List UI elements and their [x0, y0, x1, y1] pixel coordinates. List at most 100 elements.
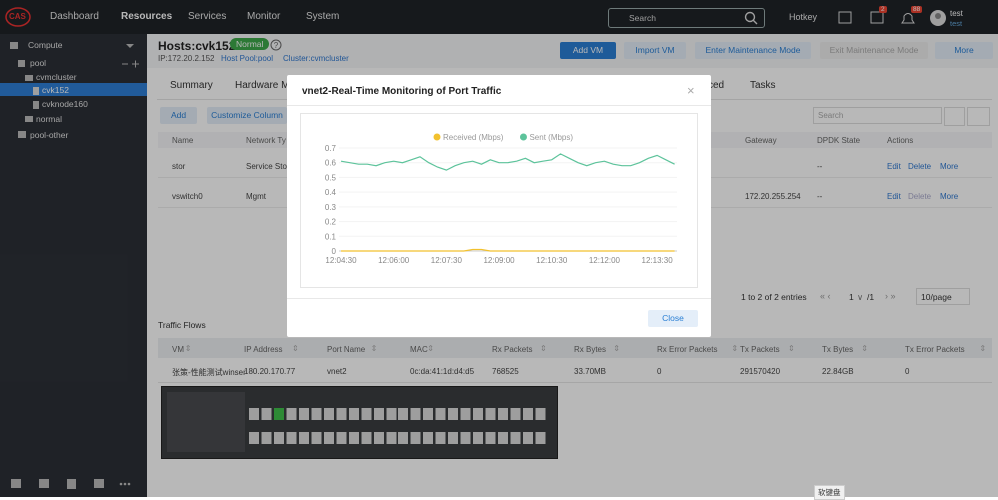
- row-action[interactable]: More: [940, 192, 959, 201]
- port: [448, 408, 458, 420]
- nav-item[interactable]: Dashboard: [50, 11, 99, 22]
- hotkey[interactable]: Hotkey: [789, 12, 818, 22]
- badge: 88: [911, 6, 923, 13]
- column-header[interactable]: Rx Error Packets: [657, 345, 718, 354]
- tab[interactable]: Summary: [170, 80, 213, 91]
- row-action[interactable]: Delete: [908, 192, 932, 201]
- sort-icon: ⇕: [731, 344, 739, 353]
- table-cell: vswitch0: [172, 192, 203, 201]
- top-nav: CAS Dashboard Resources Services Monitor…: [0, 0, 998, 34]
- legend-label: Sent (Mbps): [529, 133, 573, 142]
- search-icon[interactable]: [744, 11, 758, 25]
- column-header[interactable]: IP Address: [244, 345, 283, 354]
- table-cell: 180.20.170.77: [244, 367, 296, 376]
- column-header[interactable]: Rx Packets: [492, 345, 533, 354]
- nav-item[interactable]: System: [306, 11, 340, 22]
- port: [361, 408, 372, 420]
- nav-item[interactable]: Monitor: [247, 11, 281, 22]
- search-button[interactable]: [944, 107, 965, 126]
- row-action[interactable]: More: [940, 162, 959, 171]
- table-cell: 172.20.255.254: [745, 192, 801, 201]
- cluster-link[interactable]: Cluster:cvmcluster: [283, 54, 349, 63]
- port: [485, 408, 496, 420]
- svg-text:?: ?: [274, 41, 279, 50]
- table-cell: 张策-性能测试winser: [172, 368, 246, 377]
- legend-swatch: [519, 133, 527, 141]
- column-header[interactable]: MAC: [410, 345, 428, 354]
- row-action[interactable]: Edit: [887, 192, 901, 201]
- column-header[interactable]: Tx Bytes: [822, 345, 854, 354]
- tree-item[interactable]: cvknode160: [42, 99, 88, 109]
- table-cell: 291570420: [740, 367, 781, 376]
- action-button[interactable]: Enter Maintenance Mode: [695, 42, 811, 59]
- host-ip: IP:172.20.2.152: [158, 54, 215, 63]
- port: [274, 408, 284, 420]
- row-action[interactable]: Edit: [887, 162, 901, 171]
- row-action[interactable]: Delete: [908, 162, 932, 171]
- tree-item[interactable]: pool: [30, 58, 47, 68]
- port: [324, 408, 334, 420]
- port: [498, 408, 508, 420]
- tree-item[interactable]: pool-other: [30, 130, 69, 140]
- sort-icon: ⇕: [613, 344, 620, 353]
- nav-item[interactable]: Resources: [121, 11, 173, 22]
- port: [349, 432, 359, 444]
- port: [423, 432, 433, 444]
- tab[interactable]: ced: [708, 80, 725, 91]
- column-header[interactable]: Tx Packets: [740, 345, 780, 354]
- port: [274, 432, 284, 444]
- traffic-header: [158, 338, 992, 358]
- status-badge: Normal: [230, 38, 270, 50]
- table-button[interactable]: Customize Column: [207, 107, 287, 124]
- page-current[interactable]: 1: [849, 292, 854, 302]
- tab[interactable]: Hardware M: [235, 80, 290, 91]
- sort-icon: ⇕: [861, 344, 868, 353]
- modal-close-x[interactable]: ×: [687, 83, 695, 98]
- x-tick-label: 12:09:00: [483, 256, 515, 265]
- tree-item[interactable]: normal: [36, 114, 62, 124]
- page-next[interactable]: › »: [885, 291, 896, 301]
- x-tick-label: 12:07:30: [431, 256, 463, 265]
- table-cell: 0: [657, 367, 662, 376]
- host-pool-link[interactable]: Host Pool:pool: [221, 54, 274, 63]
- action-button[interactable]: More: [935, 42, 993, 59]
- y-tick-label: 0: [332, 247, 337, 256]
- port: [299, 432, 309, 444]
- column-header: Network Ty: [246, 136, 286, 145]
- help-icon[interactable]: ?: [270, 39, 282, 51]
- column-header[interactable]: Rx Bytes: [574, 345, 607, 354]
- tree-item[interactable]: cvk152: [42, 85, 69, 95]
- column-header[interactable]: Tx Error Packets: [905, 345, 965, 354]
- page-prev[interactable]: « ‹: [820, 291, 831, 301]
- action-button[interactable]: Add VM: [560, 42, 616, 59]
- column-header[interactable]: VM: [172, 345, 184, 354]
- avatar[interactable]: [929, 9, 947, 27]
- x-tick-label: 12:06:00: [378, 256, 410, 265]
- nav-item[interactable]: Services: [188, 11, 227, 22]
- series-line: [340, 153, 675, 171]
- table-cell: 33.70MB: [574, 367, 607, 376]
- modal-divider: [287, 105, 711, 106]
- refresh-button[interactable]: [967, 107, 990, 126]
- close-button[interactable]: Close: [648, 310, 698, 327]
- column-header: Gateway: [745, 136, 777, 145]
- tab[interactable]: Tasks: [750, 80, 776, 91]
- table-button[interactable]: Add: [160, 107, 197, 124]
- tree-item[interactable]: cvmcluster: [36, 72, 77, 82]
- port: [460, 408, 471, 420]
- port: [523, 408, 533, 420]
- action-button: Exit Maintenance Mode: [820, 42, 928, 59]
- table-search[interactable]: [813, 107, 942, 124]
- search-box[interactable]: [608, 8, 765, 28]
- sort-icon: ⇕: [788, 344, 795, 353]
- column-header[interactable]: Port Name: [327, 345, 366, 354]
- pagination-summary: 1 to 2 of 2 entries: [741, 292, 807, 302]
- tree-item[interactable]: Compute: [28, 40, 63, 50]
- modal-title: vnet2-Real-Time Monitoring of Port Traff…: [302, 86, 502, 97]
- port: [261, 432, 272, 444]
- legend-swatch: [433, 133, 441, 141]
- y-tick-label: 0.7: [325, 144, 337, 153]
- action-button[interactable]: Import VM: [624, 42, 686, 59]
- table-cell: --: [817, 192, 823, 201]
- page-size[interactable]: [916, 288, 970, 305]
